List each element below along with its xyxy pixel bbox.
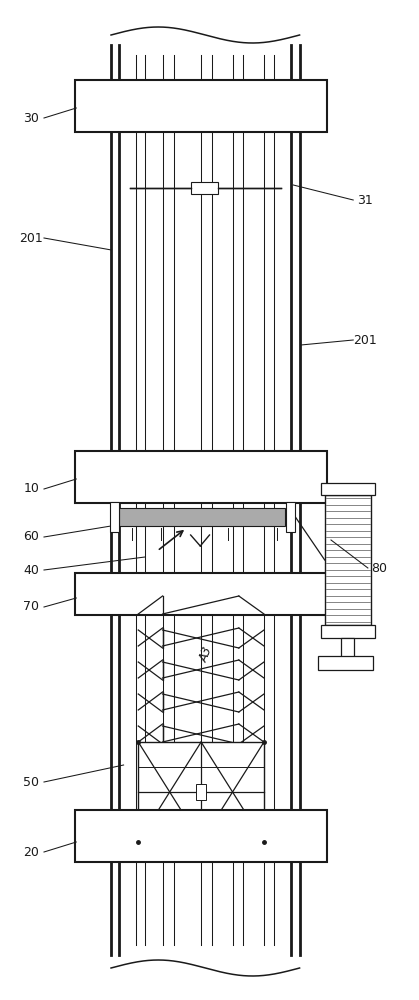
Text: 31: 31 (357, 194, 372, 207)
Bar (191, 182, 218, 194)
Bar (75, 80, 327, 132)
Text: 201: 201 (20, 232, 43, 244)
Bar (286, 502, 295, 532)
Text: 20: 20 (23, 846, 39, 858)
Bar (321, 483, 375, 495)
Bar (341, 638, 354, 665)
Bar (138, 742, 264, 842)
Text: 70: 70 (23, 600, 39, 613)
Text: 50: 50 (23, 776, 39, 788)
Text: 201: 201 (353, 334, 376, 347)
Text: 30: 30 (23, 111, 39, 124)
Bar (75, 573, 327, 615)
Bar (196, 784, 206, 800)
Text: 60: 60 (23, 530, 39, 544)
Text: 40: 40 (23, 564, 39, 576)
Text: 80: 80 (371, 562, 387, 574)
Bar (321, 625, 375, 638)
Text: A3: A3 (197, 645, 215, 665)
Bar (75, 810, 327, 862)
Bar (325, 495, 371, 625)
Text: 10: 10 (23, 483, 39, 495)
Bar (75, 451, 327, 503)
Bar (110, 502, 119, 532)
Bar (119, 508, 285, 526)
Bar (318, 656, 373, 670)
